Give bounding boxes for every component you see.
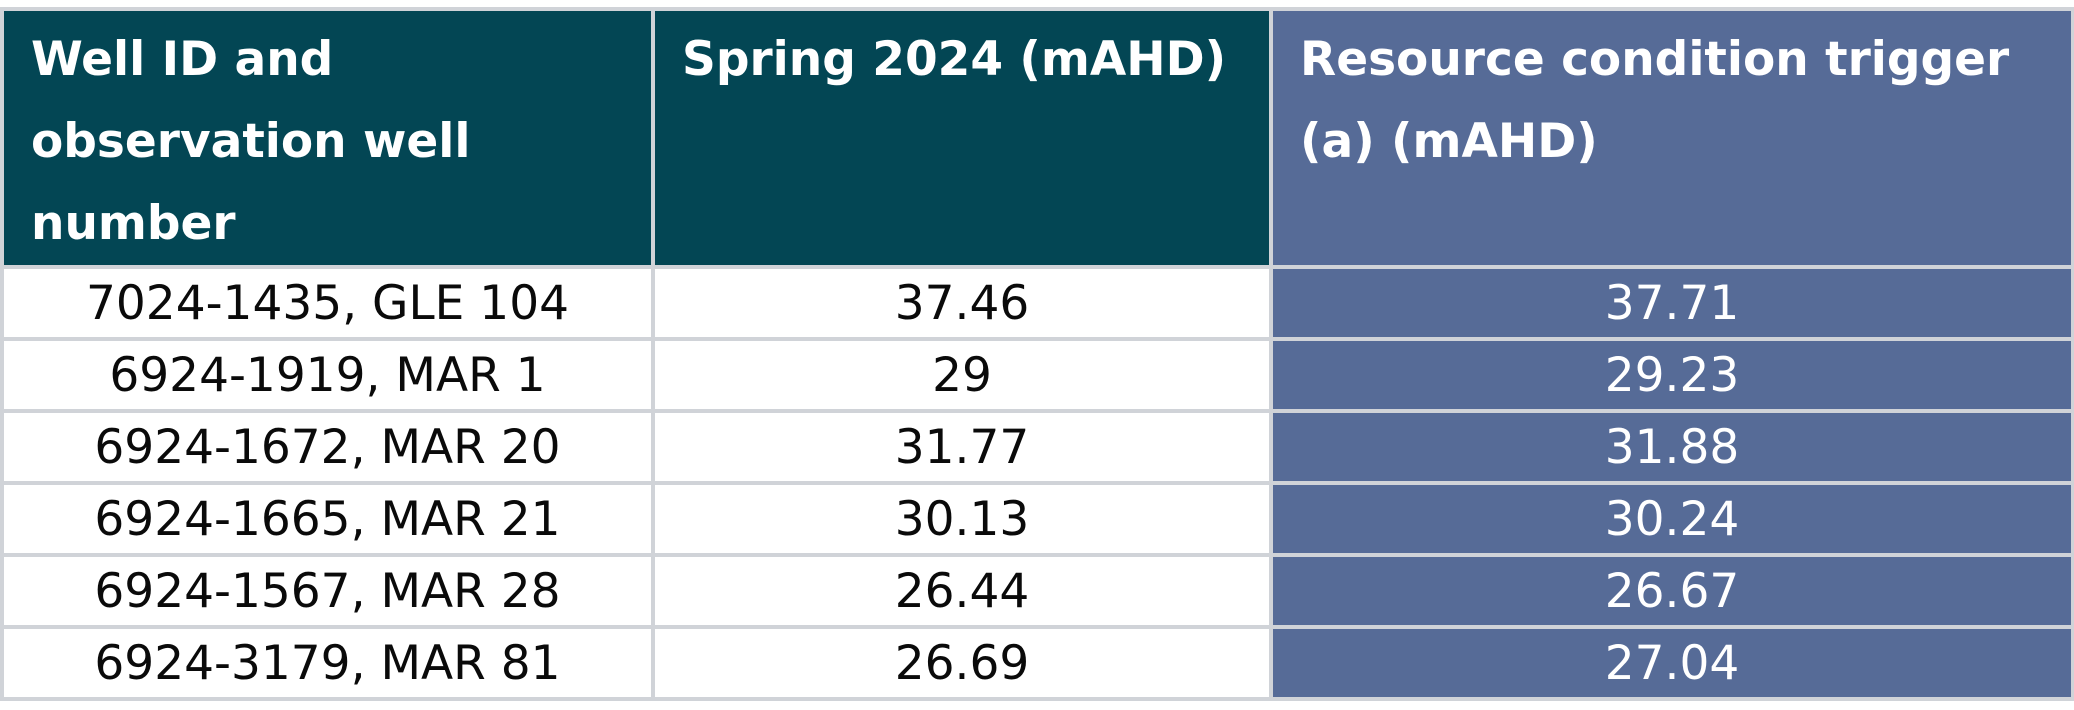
well-level-table-container: Well ID and observation well number Spri… <box>0 7 2074 701</box>
header-resource-trigger: Resource condition trigger (a) (mAHD) <box>1269 7 2074 269</box>
cell-well-id: 6924-1567, MAR 28 <box>0 553 655 629</box>
cell-resource-trigger: 26.67 <box>1269 553 2074 629</box>
cell-spring-2024: 26.44 <box>651 553 1273 629</box>
cell-resource-trigger: 29.23 <box>1269 337 2074 413</box>
table-header-row: Well ID and observation well number Spri… <box>0 7 2074 269</box>
cell-well-id: 6924-1672, MAR 20 <box>0 409 655 485</box>
cell-spring-2024: 30.13 <box>651 481 1273 557</box>
cell-resource-trigger: 27.04 <box>1269 625 2074 701</box>
well-level-table: Well ID and observation well number Spri… <box>0 7 2074 701</box>
cell-well-id: 6924-1919, MAR 1 <box>0 337 655 413</box>
cell-well-id: 6924-1665, MAR 21 <box>0 481 655 557</box>
cell-resource-trigger: 30.24 <box>1269 481 2074 557</box>
cell-well-id: 6924-3179, MAR 81 <box>0 625 655 701</box>
cell-resource-trigger: 37.71 <box>1269 265 2074 341</box>
cell-spring-2024: 26.69 <box>651 625 1273 701</box>
header-well-id: Well ID and observation well number <box>0 7 655 269</box>
cell-spring-2024: 31.77 <box>651 409 1273 485</box>
table-row: 6924-3179, MAR 81 26.69 27.04 <box>0 625 2074 701</box>
cell-spring-2024: 37.46 <box>651 265 1273 341</box>
cell-resource-trigger: 31.88 <box>1269 409 2074 485</box>
table-row: 6924-1672, MAR 20 31.77 31.88 <box>0 409 2074 485</box>
table-row: 6924-1567, MAR 28 26.44 26.67 <box>0 553 2074 629</box>
table-row: 6924-1919, MAR 1 29 29.23 <box>0 337 2074 413</box>
header-spring-2024: Spring 2024 (mAHD) <box>651 7 1273 269</box>
table-row: 7024-1435, GLE 104 37.46 37.71 <box>0 265 2074 341</box>
cell-well-id: 7024-1435, GLE 104 <box>0 265 655 341</box>
table-row: 6924-1665, MAR 21 30.13 30.24 <box>0 481 2074 557</box>
cell-spring-2024: 29 <box>651 337 1273 413</box>
